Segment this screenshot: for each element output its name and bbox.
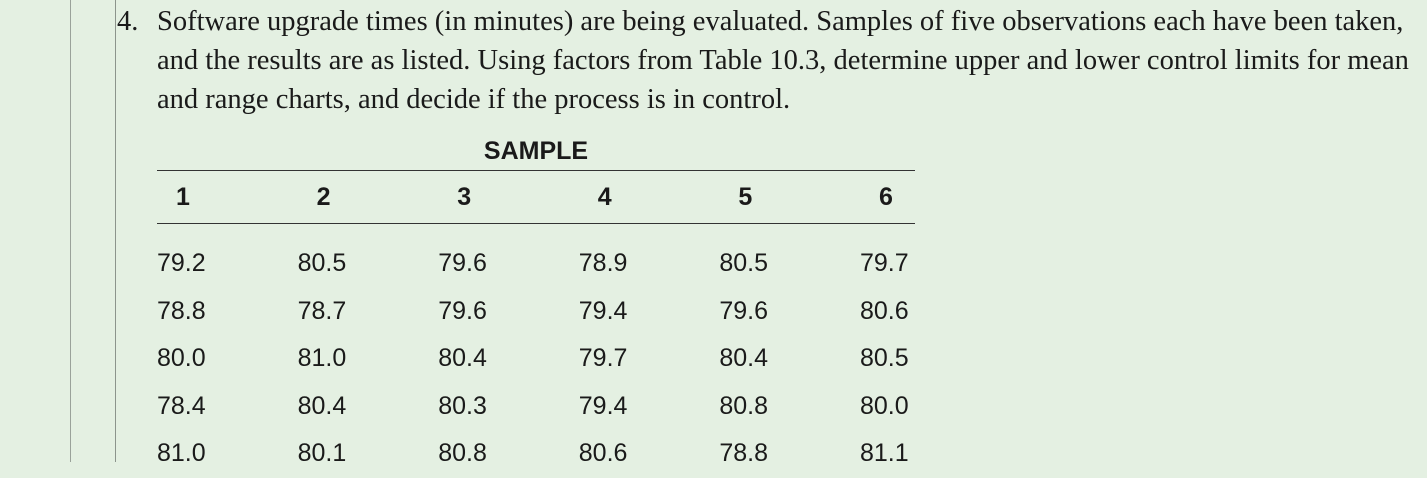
table-cell: 80.4 xyxy=(719,344,769,373)
column-header: 5 xyxy=(738,182,753,211)
table-cell: 80.5 xyxy=(297,249,347,278)
table-cell: 80.5 xyxy=(859,344,909,373)
table-title: SAMPLE xyxy=(483,137,589,165)
table-cell: 80.8 xyxy=(719,391,769,420)
column-header: 1 xyxy=(176,182,190,211)
table-row: 81.0 80.1 80.8 80.6 78.8 81.1 xyxy=(157,430,915,478)
table-cell: 81.0 xyxy=(157,439,206,468)
table-rule-top xyxy=(157,170,915,171)
table-cell: 78.7 xyxy=(297,296,347,325)
table-row: 80.0 81.0 80.4 79.7 80.4 80.5 xyxy=(157,335,915,383)
table-cell: 80.0 xyxy=(859,391,909,420)
column-header: 3 xyxy=(457,182,472,211)
table-cell: 79.6 xyxy=(719,296,769,325)
table-cell: 79.6 xyxy=(438,296,487,325)
table-cell: 80.8 xyxy=(438,439,487,468)
page-margin-rule-inner xyxy=(115,0,116,462)
table-cell: 80.4 xyxy=(438,344,487,373)
table-cell: 79.4 xyxy=(578,296,628,325)
problem-number: 4. xyxy=(117,6,139,37)
table-row: 79.2 80.5 79.6 78.9 80.5 79.7 xyxy=(157,240,915,288)
page-margin-rule xyxy=(70,0,71,462)
sample-table: SAMPLE 1 2 3 4 5 6 79.2 80.5 79.6 78.9 8… xyxy=(157,132,915,478)
table-cell: 80.0 xyxy=(157,344,206,373)
table-cell: 79.7 xyxy=(859,249,909,278)
table-cell: 78.9 xyxy=(578,249,628,278)
table-row: 78.8 78.7 79.6 79.4 79.6 80.6 xyxy=(157,288,915,336)
table-cell: 81.1 xyxy=(859,439,909,468)
table-cell: 78.4 xyxy=(157,391,206,420)
table-cell: 80.6 xyxy=(578,439,628,468)
table-cell: 78.8 xyxy=(157,296,206,325)
table-cell: 80.1 xyxy=(297,439,347,468)
problem-text: Software upgrade times (in minutes) are … xyxy=(157,6,1409,115)
column-header: 6 xyxy=(878,182,893,211)
table-row: 78.4 80.4 80.3 79.4 80.8 80.0 xyxy=(157,383,915,431)
table-cell: 80.4 xyxy=(297,391,347,420)
table-cell: 79.7 xyxy=(578,344,628,373)
column-header: 4 xyxy=(597,182,612,211)
column-header: 2 xyxy=(316,182,331,211)
table-body: 79.2 80.5 79.6 78.9 80.5 79.7 78.8 78.7 … xyxy=(157,224,915,478)
table-cell: 80.5 xyxy=(719,249,769,278)
table-cell: 79.6 xyxy=(438,249,487,278)
table-cell: 81.0 xyxy=(297,344,347,373)
table-cell: 79.2 xyxy=(157,249,206,278)
table-cell: 79.4 xyxy=(578,391,628,420)
table-rule-header xyxy=(157,223,915,224)
table-cell: 80.3 xyxy=(438,391,487,420)
table-cell: 80.6 xyxy=(859,296,909,325)
table-header-row: 1 2 3 4 5 6 xyxy=(157,171,915,223)
table-cell: 78.8 xyxy=(719,439,769,468)
